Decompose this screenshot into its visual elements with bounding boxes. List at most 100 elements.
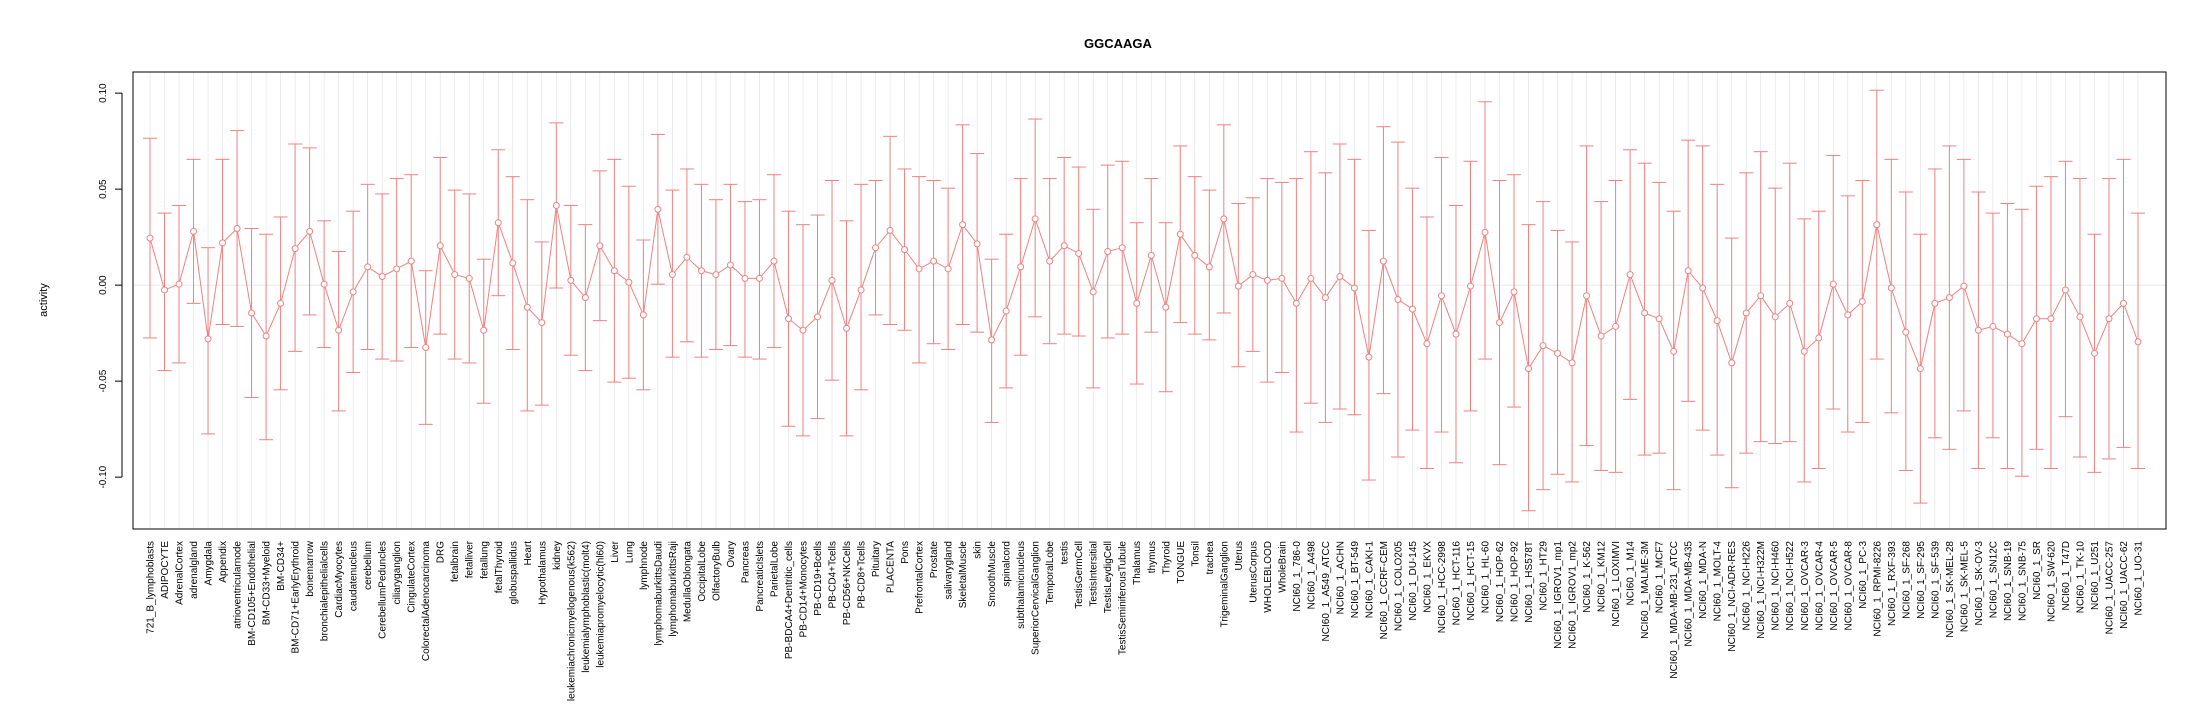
data-point xyxy=(1321,294,1329,302)
data-point xyxy=(770,257,778,265)
data-point xyxy=(1786,299,1794,307)
data-point xyxy=(1960,282,1968,290)
data-point xyxy=(277,299,285,307)
data-point xyxy=(320,280,328,288)
data-point xyxy=(1945,294,1953,302)
x-tick-label: NCI60_1_UACC-62 xyxy=(2119,541,2130,629)
x-tick-label: ColorectalAdenocarcinoma xyxy=(421,541,432,662)
data-point xyxy=(857,286,865,294)
data-point xyxy=(697,267,705,275)
x-tick-label: fetalliver xyxy=(465,540,476,578)
data-point xyxy=(1365,353,1373,361)
x-tick-label: Pons xyxy=(900,541,911,564)
data-point xyxy=(1974,326,1982,334)
data-point xyxy=(1902,328,1910,336)
x-tick-label: NCI60_1_SK-MEL-28 xyxy=(1945,541,1956,638)
x-tick-label: Thalamus xyxy=(1132,541,1143,585)
x-tick-label: TemporalLobe xyxy=(1045,541,1056,605)
data-point xyxy=(1249,271,1257,279)
data-point xyxy=(393,265,401,273)
x-tick-label: Heart xyxy=(523,541,534,566)
x-tick-label: NCI60_1_BT-549 xyxy=(1350,541,1361,619)
x-tick-label: MedullaOblongata xyxy=(682,541,693,623)
data-point xyxy=(1583,292,1591,300)
x-tick-label: NCI60_1_MCF7 xyxy=(1655,541,1666,614)
chart-title: GGCAAGA xyxy=(1084,36,1153,51)
x-tick-label: NCI60_1_SK-MEL-5 xyxy=(1959,541,1970,633)
x-tick-label: NCI60_1_ACHN xyxy=(1335,541,1346,614)
x-tick-label: AdrenalCortex xyxy=(175,541,186,605)
x-tick-label: NCI60_1_NCI-H322M xyxy=(1756,541,1767,639)
data-point xyxy=(1655,315,1663,323)
x-tick-label: SmoothMuscle xyxy=(987,541,998,608)
x-tick-label: NCI60_1_COLO205 xyxy=(1393,541,1404,631)
x-tick-label: NCI60_1_HOP-92 xyxy=(1510,541,1521,623)
x-tick-label: fetalThyroid xyxy=(494,541,505,593)
data-point xyxy=(1278,274,1286,282)
x-tick-label: subthalamicnucleus xyxy=(1016,541,1027,629)
x-tick-label: Thyroid xyxy=(1161,541,1172,574)
x-tick-label: OccipitalLobe xyxy=(697,541,708,602)
x-tick-label: Pituitary xyxy=(871,541,882,577)
x-tick-label: NCI60_1_A549_ATCC xyxy=(1321,541,1332,641)
x-tick-label: lymphomaburkittsRaji xyxy=(668,541,679,637)
data-point xyxy=(465,274,473,282)
data-point xyxy=(204,335,212,343)
x-tick-label: Pancreas xyxy=(740,541,751,583)
x-tick-label: NCI60_1_LOXIMVI xyxy=(1611,541,1622,627)
data-point xyxy=(2105,315,2113,323)
x-tick-label: NCI60_1_MDA-MB-231_ATCC xyxy=(1669,541,1680,679)
x-tick-label: NCI60_1_MALME-3M xyxy=(1640,541,1651,639)
data-point xyxy=(523,303,531,311)
x-tick-label: NCI60_1_SW-620 xyxy=(2046,541,2057,622)
x-tick-label: bronchialepithelialcells xyxy=(320,541,331,641)
y-tick-label: 0.05 xyxy=(98,179,109,199)
data-point xyxy=(2061,286,2069,294)
data-point xyxy=(451,271,459,279)
data-point xyxy=(1350,284,1358,292)
x-tick-label: Tonsil xyxy=(1190,541,1201,567)
data-point xyxy=(422,344,430,352)
data-point xyxy=(625,278,633,286)
data-point xyxy=(262,332,270,340)
x-tick-label: ciliaryganglion xyxy=(392,541,403,604)
x-tick-label: kidney xyxy=(552,541,563,570)
x-tick-label: WholeBrain xyxy=(1277,541,1288,593)
data-point xyxy=(1931,299,1939,307)
x-tick-label: NCI60_1_NCI-ADR-RES xyxy=(1727,541,1738,652)
x-tick-label: NCI60_1_OVCAR-3 xyxy=(1800,541,1811,631)
data-point xyxy=(1699,284,1707,292)
data-point xyxy=(1728,359,1736,367)
x-tick-label: NCI60_1_HCT-15 xyxy=(1466,541,1477,621)
x-tick-label: NCI60_1_SF-295 xyxy=(1916,541,1927,619)
y-tick-label: 0.00 xyxy=(98,275,109,295)
data-point xyxy=(1104,248,1112,256)
data-point xyxy=(1408,305,1416,313)
x-tick-label: NCI60_1_SR xyxy=(2032,541,2043,600)
data-point xyxy=(1757,292,1765,300)
data-point xyxy=(1191,251,1199,259)
x-tick-label: UterusCorpus xyxy=(1248,541,1259,603)
data-point xyxy=(581,294,589,302)
x-tick-label: NCI60_1_TK-10 xyxy=(2075,541,2086,614)
data-point xyxy=(2090,349,2098,357)
data-point xyxy=(1075,249,1083,257)
data-point xyxy=(930,257,938,265)
x-tick-label: BM-CD105+Endothelial xyxy=(247,541,258,646)
data-point xyxy=(610,267,618,275)
x-tick-label: PB-CD8+Tcells xyxy=(857,541,868,609)
data-point xyxy=(349,288,357,296)
data-point xyxy=(2003,330,2011,338)
data-point xyxy=(1162,303,1170,311)
x-tick-label: NCI60_1_UO-31 xyxy=(2134,541,2145,616)
x-tick-label: BM-CD33+Myeloid xyxy=(262,541,273,625)
data-point xyxy=(219,239,227,247)
data-point xyxy=(1989,322,1997,330)
x-tick-label: NCI60_1_SF-539 xyxy=(1930,541,1941,619)
x-tick-label: BM-CD34+ xyxy=(276,541,287,591)
y-axis-title: activity xyxy=(38,283,50,317)
x-tick-label: NCI60_1_U251 xyxy=(2090,541,2101,610)
data-point xyxy=(872,244,880,252)
x-tick-label: NCI60_1_786-0 xyxy=(1292,541,1303,612)
